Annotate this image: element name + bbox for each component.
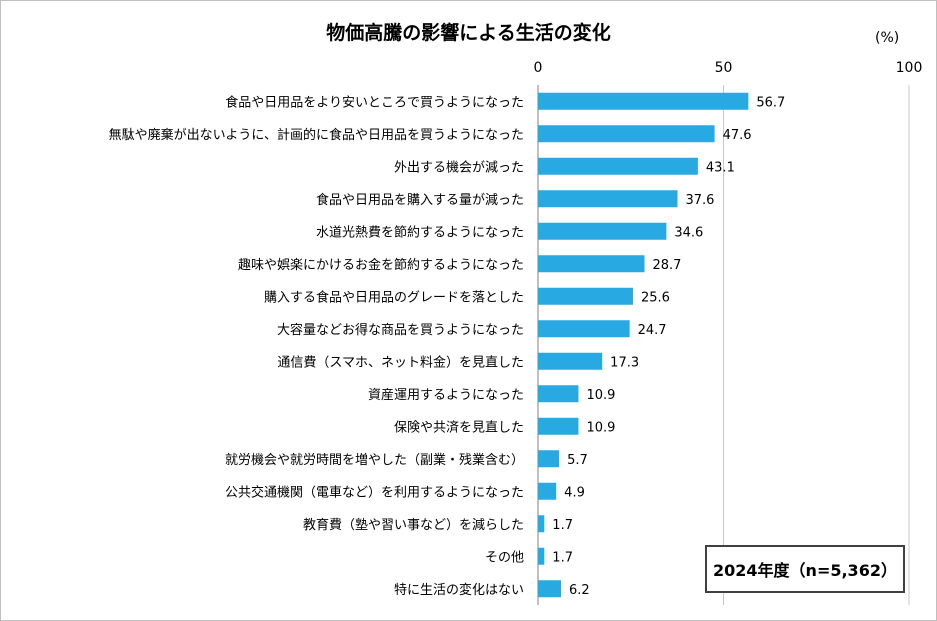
bar <box>538 482 557 500</box>
bar <box>538 320 630 338</box>
category-label: 購入する食品や日用品のグレードを落とした <box>264 289 524 305</box>
bar <box>538 580 562 598</box>
data-label: 25.6 <box>641 290 670 305</box>
bar <box>538 190 678 208</box>
category-label: 外出する機会が減った <box>394 159 524 175</box>
bar <box>538 157 698 175</box>
category-label: 特に生活の変化はない <box>394 582 524 598</box>
data-label: 37.6 <box>685 193 714 208</box>
category-label: 通信費（スマホ、ネット料金）を見直した <box>277 354 524 370</box>
category-label: 教育費（塾や習い事など）を減らした <box>303 517 524 533</box>
data-label: 1.7 <box>552 518 573 533</box>
category-label: 資産運用するようになった <box>368 387 524 403</box>
bar <box>538 417 579 435</box>
data-label: 10.9 <box>586 388 615 403</box>
data-label: 24.7 <box>638 323 667 338</box>
sample-size-note: 2024年度（n=5,362） <box>705 545 905 593</box>
unit-label: (%) <box>875 30 900 46</box>
data-label: 56.7 <box>756 95 785 110</box>
category-label: 公共交通機関（電車など）を利用するようになった <box>225 484 524 500</box>
category-label: 水道光熱費を節約するようになった <box>316 225 524 240</box>
bar <box>538 385 579 403</box>
category-label: 食品や日用品を購入する量が減った <box>316 192 524 208</box>
data-label: 5.7 <box>567 453 588 468</box>
bar <box>538 222 667 240</box>
data-label: 6.2 <box>569 583 590 598</box>
chart-title: 物価高騰の影響による生活の変化 <box>326 22 611 44</box>
bar <box>538 352 603 370</box>
bar <box>538 515 545 533</box>
category-label: 保険や共済を見直した <box>394 419 524 435</box>
category-label: 趣味や娯楽にかけるお金を節約するようになった <box>238 257 524 273</box>
bar <box>538 547 545 565</box>
data-label: 28.7 <box>652 258 681 273</box>
data-label: 17.3 <box>610 355 639 370</box>
bar <box>538 92 749 110</box>
bar <box>538 287 633 305</box>
data-label: 10.9 <box>586 420 615 435</box>
bar <box>538 450 560 468</box>
category-label: 就労機会や就労時間を増やした（副業・残業含む） <box>225 452 524 468</box>
data-label: 4.9 <box>564 485 585 500</box>
data-label: 1.7 <box>552 550 573 565</box>
category-label: 食品や日用品をより安いところで買うようになった <box>225 94 524 110</box>
x-tick-label: 0 <box>534 60 543 76</box>
x-tick-label: 100 <box>896 60 923 76</box>
data-label: 34.6 <box>674 225 703 240</box>
category-label: 無駄や廃棄が出ないように、計画的に食品や日用品を買うようになった <box>109 127 524 143</box>
sample-size-text: 2024年度（n=5,362） <box>713 561 897 580</box>
x-tick-label: 50 <box>715 60 733 76</box>
category-label: 大容量などお得な商品を買うようになった <box>277 322 524 338</box>
category-label: その他 <box>485 550 524 565</box>
data-label: 43.1 <box>706 160 735 175</box>
bar <box>538 255 645 273</box>
bar <box>538 125 715 143</box>
data-label: 47.6 <box>723 128 752 143</box>
